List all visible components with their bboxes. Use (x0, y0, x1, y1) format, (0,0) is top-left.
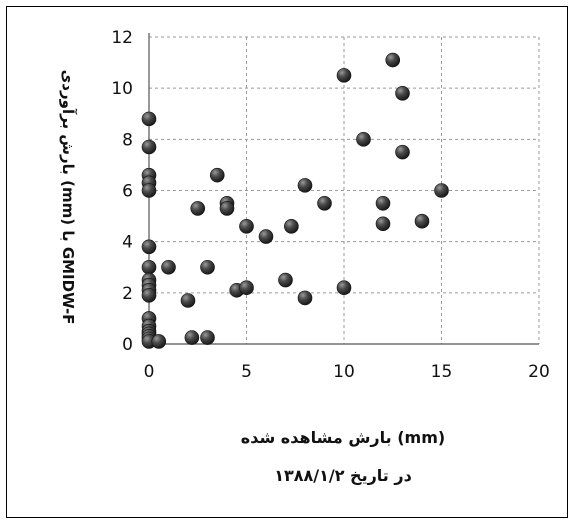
data-point (180, 293, 196, 308)
data-point (219, 201, 235, 216)
data-point (336, 68, 352, 83)
data-point (336, 280, 352, 296)
x-tick-label: 15 (431, 362, 453, 382)
data-point (375, 216, 391, 232)
data-point (141, 111, 157, 127)
y-tick-label: 8 (122, 130, 133, 150)
x-tick-labels: 0 5 10 15 20 (144, 362, 550, 382)
y-axis-label: بارش برآوردی (mm) با GMIDW-F (59, 70, 77, 325)
y-tick-labels: 0 2 4 6 8 10 12 (111, 28, 133, 355)
data-point (190, 201, 206, 216)
data-point (434, 183, 449, 198)
data-point (141, 183, 157, 198)
gridlines (149, 36, 540, 344)
scatter-chart: 0 5 10 15 20 0 2 4 6 8 10 12 بارش برآوردی (mm) با … (59, 28, 550, 485)
data-point (209, 167, 225, 183)
data-point (414, 213, 430, 229)
data-point (356, 132, 371, 147)
data-point (200, 259, 215, 275)
chart-frame: 0 5 10 15 20 0 2 4 6 8 10 12 بارش برآوردی (mm) با … (6, 6, 568, 518)
data-point (375, 195, 391, 211)
y-tick-label: 12 (111, 28, 133, 48)
data-point (141, 259, 157, 275)
x-tick-label: 0 (144, 362, 155, 382)
chart-subtitle: در تاریخ ۱۳۸۸/۱/۲ (274, 466, 412, 485)
data-point (258, 229, 274, 244)
data-point (239, 280, 254, 296)
data-point (317, 195, 332, 211)
y-tick-label: 2 (122, 284, 133, 304)
data-point (141, 139, 157, 155)
x-tick-label: 10 (333, 362, 355, 382)
data-points (141, 52, 449, 349)
data-point (141, 239, 157, 255)
data-point (297, 178, 313, 193)
y-tick-label: 6 (122, 182, 133, 202)
data-point (284, 219, 299, 234)
y-tick-label: 0 (122, 335, 133, 355)
data-point (385, 52, 401, 68)
x-axis-label: بارش مشاهده شده (mm) (241, 428, 445, 447)
data-point (395, 144, 410, 160)
data-point (141, 288, 157, 303)
data-point (278, 272, 293, 288)
data-point (200, 330, 215, 345)
y-tick-label: 10 (111, 79, 133, 99)
x-tick-label: 20 (528, 362, 550, 382)
y-tick-label: 4 (122, 233, 133, 253)
data-point (239, 219, 254, 234)
data-point (161, 259, 176, 275)
x-tick-label: 5 (241, 362, 252, 382)
data-point (184, 330, 200, 345)
data-point (297, 290, 313, 306)
data-point (151, 334, 167, 349)
data-point (395, 85, 410, 101)
